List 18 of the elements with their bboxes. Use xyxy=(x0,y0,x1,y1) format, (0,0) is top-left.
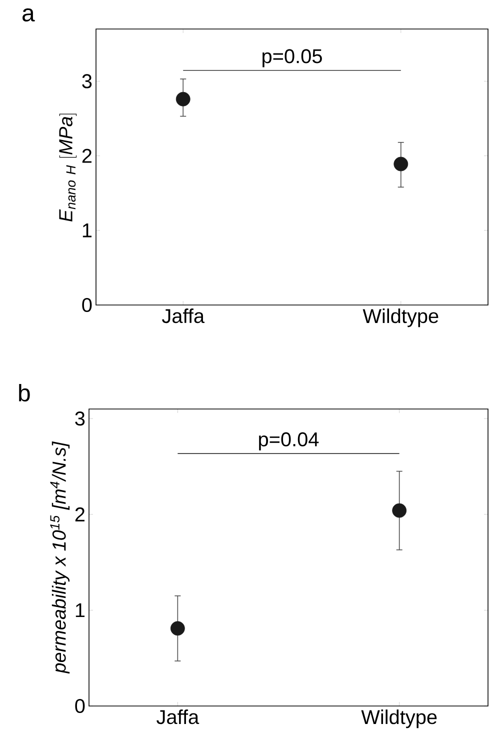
chart-title: a xyxy=(22,8,35,22)
x-tick-label: Wildtype xyxy=(361,710,437,728)
y-tick-label: 1 xyxy=(82,224,92,238)
chart-title: b xyxy=(19,384,30,402)
y-axis-title: permeability x 10$^{15}$ [m$^{4}$/N.s] xyxy=(50,441,70,674)
y-tick-label: 2 xyxy=(82,148,92,163)
x-tick-label: Jaffa xyxy=(162,308,205,324)
x-tick-label: Jaffa xyxy=(156,710,200,724)
y-tick-label: 0 xyxy=(82,298,92,312)
annotation: p=0.04 xyxy=(259,432,319,450)
y-tick-label: 1 xyxy=(76,603,85,618)
y-tick-label: 3 xyxy=(75,412,85,426)
x-tick-label: Wildtype xyxy=(362,308,438,328)
y-axis-title: $\mathit{E_{nano\ H}\ [MPa]}$ xyxy=(59,114,77,222)
y-tick-label: 2 xyxy=(75,507,84,522)
y-tick-label: 0 xyxy=(75,698,85,714)
y-tick-label: 3 xyxy=(82,74,92,88)
annotation: p=0.05 xyxy=(262,49,322,68)
